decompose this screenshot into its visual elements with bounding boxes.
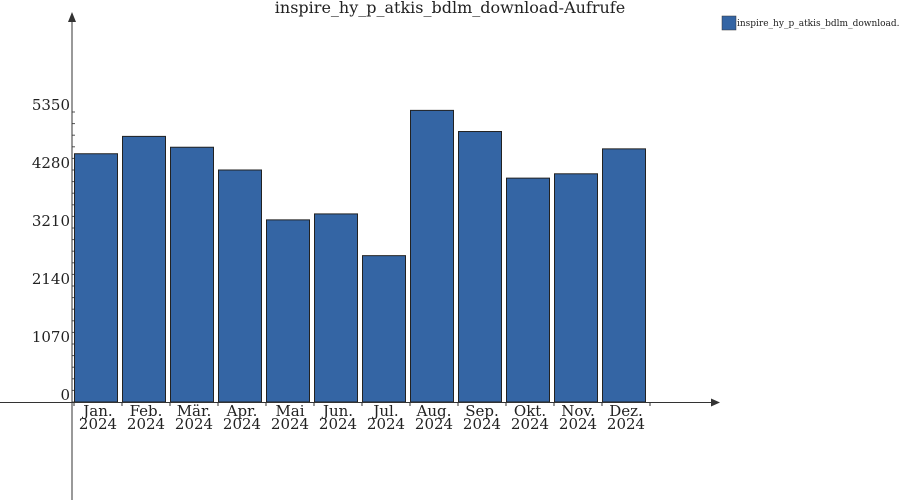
bar-4 [266,219,310,403]
x-tick-label-year: 2024 [175,415,213,433]
x-tick-label-year: 2024 [127,415,165,433]
bar-3 [218,169,262,403]
x-tick-label-month: Nov. [561,402,595,420]
bar-8 [458,131,502,403]
legend: inspire_hy_p_atkis_bdlm_download... [721,15,900,31]
x-tick-label-year: 2024 [463,415,501,433]
x-tick-label-month: Apr. [226,402,258,420]
bar-6 [362,255,406,403]
x-tick-label-year: 2024 [511,415,549,433]
y-tick-label: 2140 [32,270,70,288]
x-tick-label-month: Mär. [177,402,212,420]
bar-9 [506,177,550,403]
y-axis-arrow-icon [68,12,76,22]
bar-10 [554,173,598,403]
chart-title: inspire_hy_p_atkis_bdlm_download-Aufrufe [275,0,625,17]
x-tick-label-year: 2024 [319,415,357,433]
x-tick-label-month: Jul. [371,402,398,420]
bar-0 [74,153,118,403]
y-tick-label: 0 [60,386,70,404]
bar-2 [170,146,214,403]
y-tick-label: 4280 [32,154,70,172]
x-tick-label-month: Jun. [321,402,353,420]
y-tick-label: 3210 [32,212,70,230]
x-tick-label-year: 2024 [367,415,405,433]
x-tick-label-year: 2024 [79,415,117,433]
x-tick-label-year: 2024 [607,415,645,433]
x-ticks [73,402,651,406]
x-tick-label-month: Okt. [514,402,546,420]
x-tick-label-month: Sep. [465,402,499,420]
legend-swatch [721,15,737,31]
x-tick-label-month: Aug. [416,402,452,420]
x-tick-label-year: 2024 [271,415,309,433]
legend-label: inspire_hy_p_atkis_bdlm_download... [737,19,900,29]
x-tick-label-year: 2024 [559,415,597,433]
x-tick-label-month: Dez. [609,402,643,420]
y-tick-label: 1070 [32,328,70,346]
bar-1 [122,135,166,403]
y-tick-labels: 0 1070 2140 3210 4280 5350 [32,96,70,404]
bar-7 [410,109,454,403]
x-axis-arrow-icon [711,398,720,407]
x-tick-label-year: 2024 [415,415,453,433]
x-tick-label-month: Feb. [130,402,163,420]
x-tick-label-month: Mai [275,402,304,420]
x-tick-label-month: Jan. [81,402,112,420]
x-tick-labels: Jan.2024Feb.2024Mär.2024Apr.2024Mai2024J… [79,402,645,433]
y-tick-label: 5350 [32,96,70,114]
x-tick-label-year: 2024 [223,415,261,433]
bar-11 [602,148,646,403]
bars [74,109,646,403]
bar-5 [314,213,358,403]
